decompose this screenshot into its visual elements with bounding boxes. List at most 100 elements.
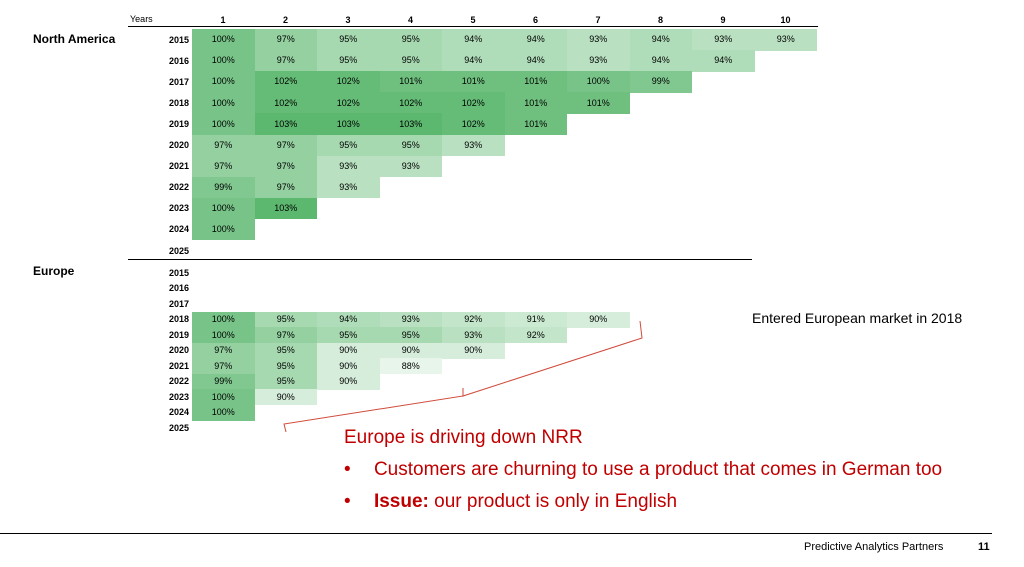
years-header-label: Years [130, 14, 153, 24]
heatmap-cell: 102% [379, 92, 442, 114]
heatmap-cell: 93% [567, 29, 630, 51]
heatmap-cell: 102% [254, 71, 317, 93]
heatmap-cell: 103% [254, 113, 317, 135]
cohort-year-label: 2025 [168, 422, 189, 433]
heatmap-cell: 102% [442, 92, 505, 114]
heatmap-cell: 95% [379, 134, 442, 157]
heatmap-cell: 95% [379, 50, 442, 72]
heatmap-cell: 95% [317, 327, 380, 343]
column-header-5: 5 [470, 15, 476, 25]
cohort-year-label: 2024 [168, 407, 189, 418]
column-header-2: 2 [282, 15, 288, 25]
heatmap-cell: 102% [317, 71, 380, 93]
heatmap-cell: 100% [192, 197, 255, 220]
heatmap-cell: 90% [317, 342, 380, 359]
heatmap-cell: 100% [192, 92, 255, 114]
heatmap-cell: 97% [254, 327, 317, 343]
heatmap-cell: 94% [504, 29, 567, 51]
heatmap-cell: 101% [504, 71, 567, 93]
cohort-year-label: 2024 [168, 224, 189, 235]
heatmap-cell: 101% [379, 71, 442, 93]
heatmap-cell: 100% [567, 71, 630, 93]
bullet-2-bold: Issue: [373, 491, 429, 512]
heatmap-cell: 102% [442, 113, 505, 135]
cohort-year-label: 2021 [168, 161, 189, 172]
heatmap-cell: 99% [629, 71, 692, 93]
heatmap-cell: 90% [254, 389, 317, 405]
heatmap-cell: 88% [379, 358, 442, 374]
heatmap-cell: 94% [442, 50, 505, 72]
heatmap-cell: 99% [192, 176, 255, 199]
heatmap-cell: 100% [192, 29, 255, 51]
footer-company: Predictive Analytics Partners [804, 541, 944, 553]
heatmap-cell: 95% [317, 29, 380, 51]
bullet-dot: • [344, 459, 351, 480]
region-label-north-america: North America [33, 32, 116, 46]
heatmap-cell: 95% [254, 342, 317, 359]
heatmap-cell: 97% [254, 176, 317, 199]
cohort-year-label: 2015 [168, 34, 189, 45]
heatmap-cell: 93% [567, 50, 630, 72]
heatmap-cell: 93% [379, 155, 442, 178]
heatmap-cell: 94% [442, 29, 505, 51]
callout-bullet-1: • Customers are churning to use a produc… [344, 459, 942, 481]
heatmap-cell: 95% [379, 327, 442, 343]
column-header-8: 8 [657, 15, 663, 25]
heatmap-cell: 101% [567, 92, 630, 114]
heatmap-cell: 95% [317, 50, 380, 72]
heatmap-cell: 95% [254, 373, 317, 390]
heatmap-cell: 97% [192, 155, 255, 178]
column-header-1: 1 [220, 15, 226, 25]
heatmap-cell: 93% [442, 327, 505, 343]
cohort-year-label: 2020 [168, 140, 189, 151]
callout-bullet-2: • Issue: our product is only in English [344, 491, 677, 513]
heatmap-cell: 93% [692, 29, 755, 51]
callout-headline: Europe is driving down NRR [344, 427, 583, 448]
column-header-9: 9 [720, 15, 726, 25]
heatmap-cell: 97% [254, 155, 317, 178]
heatmap-cell: 100% [192, 311, 255, 328]
bullet-2-text: our product is only in English [428, 491, 678, 512]
heatmap-cell: 100% [192, 113, 255, 135]
brace-path [283, 320, 643, 433]
heatmap-cell: 102% [317, 92, 380, 114]
cohort-year-label: 2025 [168, 245, 189, 256]
heatmap-cell: 101% [442, 71, 505, 93]
heatmap-cell: 94% [629, 50, 692, 72]
market-entry-annotation: Entered European market in 2018 [752, 310, 963, 326]
footer-page-number: 11 [978, 541, 990, 553]
heatmap-cell: 94% [504, 50, 567, 72]
heatmap-cell: 103% [317, 113, 380, 135]
cohort-year-label: 2020 [168, 345, 189, 356]
heatmap-cell: 92% [442, 311, 505, 328]
cohort-year-label: 2022 [168, 376, 189, 387]
brace-callout-line [283, 320, 643, 433]
heatmap-cell: 93% [442, 134, 505, 157]
heatmap-cell: 90% [317, 358, 380, 374]
heatmap-cell: 93% [317, 155, 380, 178]
cohort-year-label: 2019 [168, 329, 189, 340]
heatmap-cell: 100% [192, 389, 255, 405]
heatmap-cell: 95% [254, 358, 317, 374]
heatmap-cell: 94% [692, 50, 755, 72]
column-header-3: 3 [345, 15, 351, 25]
heatmap-cell: 93% [317, 176, 380, 199]
heatmap-cell: 103% [379, 113, 442, 135]
heatmap-cell: 100% [192, 218, 255, 241]
cohort-year-label: 2017 [168, 298, 189, 309]
heatmap-cell: 97% [254, 134, 317, 157]
heatmap-cell: 94% [629, 29, 692, 51]
heatmap-cell: 95% [254, 311, 317, 328]
heatmap-cell: 94% [317, 311, 380, 328]
cohort-year-label: 2018 [168, 314, 189, 325]
cohort-year-label: 2023 [168, 391, 189, 402]
cohort-year-label: 2022 [168, 182, 189, 193]
heatmap-cell: 103% [254, 197, 317, 220]
heatmap-cell: 97% [192, 134, 255, 157]
heatmap-cell: 95% [379, 29, 442, 51]
heatmap-cell: 90% [317, 373, 380, 390]
heatmap-cell: 95% [317, 134, 380, 157]
cohort-year-label: 2019 [168, 118, 189, 129]
cohort-year-label: 2021 [168, 360, 189, 371]
heatmap-cell: 97% [254, 50, 317, 72]
